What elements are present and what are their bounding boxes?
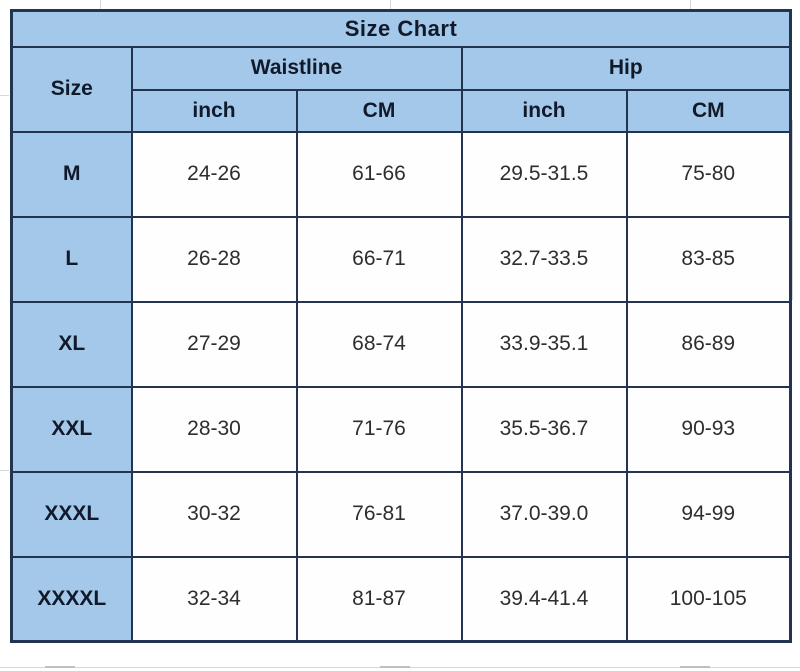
margin-gridline: [45, 666, 75, 668]
table-row: XXXL 30-32 76-81 37.0-39.0 94-99: [10, 470, 792, 558]
hip-inch-header: inch: [460, 88, 628, 133]
table-row: XXL 28-30 71-76 35.5-36.7 90-93: [10, 385, 792, 473]
waist-inch-cell: 32-34: [130, 555, 298, 643]
hip-cm-cell: 100-105: [625, 555, 792, 643]
margin-gridline: [792, 120, 793, 300]
waist-cm-cell: 76-81: [295, 470, 463, 558]
hip-inch-cell: 35.5-36.7: [460, 385, 628, 473]
table-row: M 24-26 61-66 29.5-31.5 75-80: [10, 130, 792, 218]
size-label: XL: [10, 300, 133, 388]
hip-cm-cell: 75-80: [625, 130, 792, 218]
table-row: Size Chart: [10, 9, 792, 48]
size-label: XXL: [10, 385, 133, 473]
hip-cm-cell: 83-85: [625, 215, 792, 303]
waist-inch-cell: 27-29: [130, 300, 298, 388]
table-row: XL 27-29 68-74 33.9-35.1 86-89: [10, 300, 792, 388]
size-chart-table: Size Chart Size Waistline Hip inch CM in…: [10, 9, 793, 643]
size-column-header: Size: [10, 45, 133, 133]
margin-gridline: [690, 0, 691, 9]
margin-gridline: [380, 666, 410, 668]
waist-inch-cell: 28-30: [130, 385, 298, 473]
hip-inch-cell: 29.5-31.5: [460, 130, 628, 218]
table-row: Size Waistline Hip: [10, 45, 792, 133]
size-label: L: [10, 215, 133, 303]
table-row: L 26-28 66-71 32.7-33.5 83-85: [10, 215, 792, 303]
table-row: XXXXL 32-34 81-87 39.4-41.4 100-105: [10, 555, 792, 643]
size-label: M: [10, 130, 133, 218]
margin-gridline: [680, 666, 710, 668]
waist-cm-cell: 81-87: [295, 555, 463, 643]
margin-gridline: [100, 0, 101, 9]
size-label: XXXL: [10, 470, 133, 558]
waist-inch-header: inch: [130, 88, 298, 133]
waist-cm-cell: 68-74: [295, 300, 463, 388]
hip-cm-header: CM: [625, 88, 792, 133]
waist-inch-cell: 24-26: [130, 130, 298, 218]
waist-inch-cell: 30-32: [130, 470, 298, 558]
margin-gridline: [390, 0, 391, 9]
waist-cm-cell: 61-66: [295, 130, 463, 218]
waist-cm-cell: 71-76: [295, 385, 463, 473]
size-chart-title: Size Chart: [10, 9, 792, 48]
waist-inch-cell: 26-28: [130, 215, 298, 303]
size-label: XXXXL: [10, 555, 133, 643]
margin-gridline: [0, 95, 9, 96]
waistline-group-header: Waistline: [130, 45, 463, 91]
margin-gridline: [0, 470, 9, 471]
hip-inch-cell: 32.7-33.5: [460, 215, 628, 303]
waist-cm-cell: 66-71: [295, 215, 463, 303]
hip-inch-cell: 39.4-41.4: [460, 555, 628, 643]
hip-inch-cell: 37.0-39.0: [460, 470, 628, 558]
hip-inch-cell: 33.9-35.1: [460, 300, 628, 388]
hip-cm-cell: 94-99: [625, 470, 792, 558]
hip-cm-cell: 90-93: [625, 385, 792, 473]
waist-cm-header: CM: [295, 88, 463, 133]
hip-group-header: Hip: [460, 45, 792, 91]
table-row: inch CM inch CM: [12, 88, 792, 133]
hip-cm-cell: 86-89: [625, 300, 792, 388]
